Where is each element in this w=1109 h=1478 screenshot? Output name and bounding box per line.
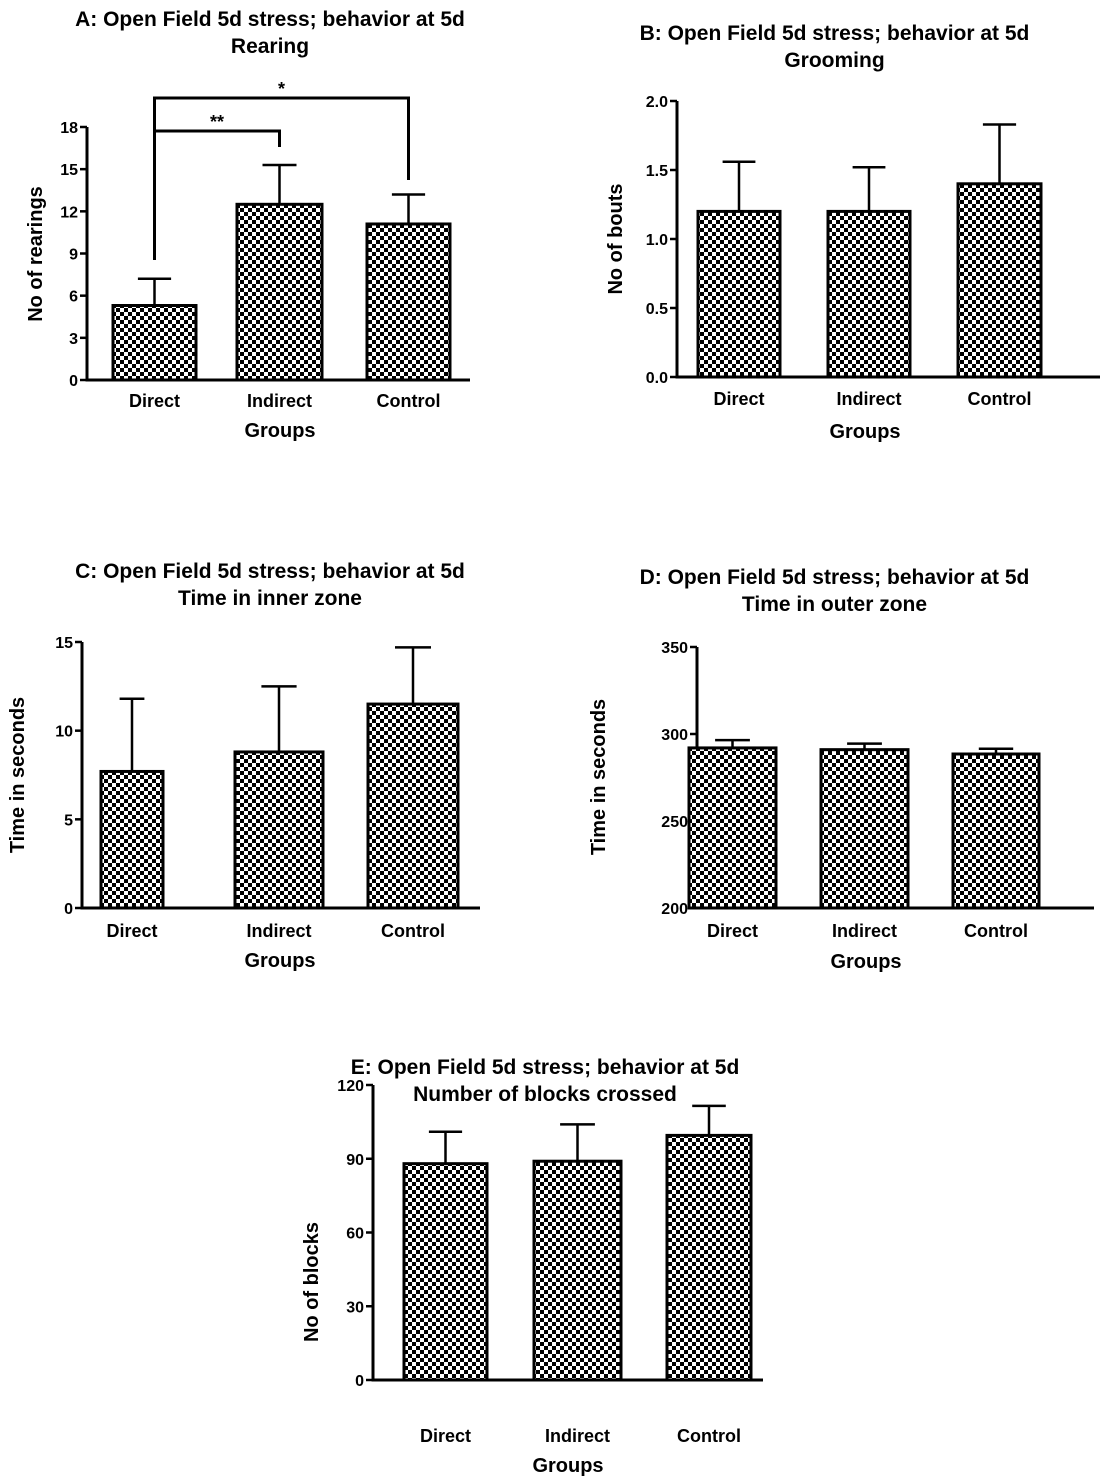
x-tick-label-d-1: Indirect — [832, 921, 897, 941]
bar-a-2 — [365, 222, 452, 382]
bar-b-2 — [956, 182, 1043, 379]
x-axis-label-d: Groups — [830, 951, 901, 973]
bar-d-1 — [819, 748, 910, 910]
x-tick-label-e-2: Control — [677, 1426, 741, 1446]
y-tick-label-b-1: 0.5 — [646, 301, 668, 318]
y-axis-label-a: No of rearings — [25, 186, 47, 322]
x-axis-label-e: Groups — [532, 1455, 603, 1477]
y-tick-label-a-2: 6 — [69, 289, 78, 306]
y-tick-label-e-1: 30 — [346, 1299, 364, 1316]
bar-b-1 — [826, 209, 912, 379]
y-tick-label-e-3: 90 — [346, 1152, 364, 1169]
chart-panel-e: E: Open Field 5d stress; behavior at 5d … — [280, 1050, 840, 1478]
chart-panel-d: D: Open Field 5d stress; behavior at 5d … — [560, 555, 1109, 985]
y-tick-label-a-3: 9 — [69, 247, 78, 264]
bar-c-1 — [233, 750, 325, 910]
bar-e-1 — [532, 1159, 623, 1382]
y-tick-label-a-4: 12 — [60, 204, 78, 221]
y-tick-label-b-4: 2.0 — [646, 94, 668, 111]
chart-plot-a: 0 3 6 9 12 15 18 Direct Indirect Control Groups No … — [25, 79, 470, 442]
y-tick-label-b-0: 0.0 — [646, 370, 668, 387]
y-tick-label-d-0: 200 — [661, 901, 688, 918]
chart-title-e: E: Open Field 5d stress; behavior at 5d — [350, 1056, 740, 1079]
bar-a-0 — [111, 304, 198, 382]
significance-bracket-1 — [153, 96, 410, 260]
bar-d-2 — [951, 752, 1041, 910]
y-tick-label-d-2: 300 — [661, 727, 688, 744]
chart-title-a: A: Open Field 5d stress; behavior at 5d — [75, 8, 465, 31]
chart-plot-d: 200 250 300 350 Direct Indirect Control Groups T… — [588, 640, 1094, 973]
y-tick-label-a-0: 0 — [69, 373, 78, 390]
chart-subtitle-e: Number of blocks crossed — [413, 1083, 677, 1106]
x-tick-label-e-1: Indirect — [545, 1426, 610, 1446]
y-tick-label-c-2: 10 — [55, 724, 73, 741]
chart-title-d: D: Open Field 5d stress; behavior at 5d — [639, 566, 1030, 589]
chart-subtitle-c: Time in inner zone — [178, 587, 362, 610]
chart-subtitle-b: Grooming — [784, 49, 885, 72]
x-tick-label-d-2: Control — [964, 921, 1028, 941]
chart-panel-b: B: Open Field 5d stress; behavior at 5d … — [560, 0, 1109, 460]
bar-c-0 — [99, 769, 165, 910]
x-tick-label-a-2: Control — [377, 391, 441, 411]
significance-label-1: * — [278, 79, 285, 99]
y-tick-label-c-1: 5 — [64, 812, 73, 829]
y-tick-label-b-2: 1.0 — [646, 232, 668, 249]
x-tick-label-a-1: Indirect — [247, 391, 312, 411]
bar-e-2 — [665, 1133, 753, 1382]
y-tick-label-b-3: 1.5 — [646, 163, 668, 180]
chart-title-c: C: Open Field 5d stress; behavior at 5d — [75, 560, 465, 583]
significance-label-0: ** — [210, 112, 224, 132]
x-tick-label-e-0: Direct — [420, 1426, 471, 1446]
y-tick-label-d-3: 350 — [661, 640, 688, 657]
x-tick-label-b-1: Indirect — [836, 389, 901, 409]
x-tick-label-c-1: Indirect — [246, 921, 311, 941]
chart-subtitle-d: Time in outer zone — [741, 593, 928, 616]
y-tick-label-a-6: 18 — [60, 120, 78, 137]
y-tick-label-e-4: 120 — [337, 1078, 364, 1095]
y-tick-label-d-1: 250 — [661, 814, 688, 831]
y-tick-label-a-5: 15 — [60, 162, 78, 179]
y-axis-label-e: No of blocks — [301, 1222, 323, 1342]
bar-a-1 — [235, 202, 324, 382]
chart-plot-c: 0 5 10 15 Direct Indirect Control Groups Time in… — [7, 635, 480, 972]
bar-b-0 — [696, 209, 782, 379]
x-axis-label-b: Groups — [829, 421, 900, 443]
chart-title-b: B: Open Field 5d stress; behavior at 5d — [639, 22, 1030, 45]
x-axis-label-c: Groups — [244, 950, 315, 972]
chart-subtitle-a: Rearing — [230, 35, 310, 58]
x-tick-label-b-2: Control — [968, 389, 1032, 409]
x-tick-label-b-0: Direct — [713, 389, 764, 409]
chart-plot-b: 0.0 0.5 1.0 1.5 2.0 Direct Indirect Control Grou… — [605, 94, 1100, 443]
x-tick-label-c-0: Direct — [106, 921, 157, 941]
bar-c-2 — [366, 702, 460, 910]
y-tick-label-c-0: 0 — [64, 901, 73, 918]
x-tick-label-d-0: Direct — [707, 921, 758, 941]
x-tick-label-a-0: Direct — [129, 391, 180, 411]
x-axis-label-a: Groups — [244, 420, 315, 442]
y-tick-label-a-1: 3 — [69, 331, 78, 348]
y-axis-label-b: No of bouts — [605, 183, 627, 294]
bar-e-0 — [402, 1162, 489, 1382]
y-tick-label-e-2: 60 — [346, 1226, 364, 1243]
chart-panel-c: C: Open Field 5d stress; behavior at 5d … — [0, 555, 560, 985]
x-tick-label-c-2: Control — [381, 921, 445, 941]
chart-panel-a: A: Open Field 5d stress; behavior at 5d … — [0, 0, 560, 460]
bar-d-0 — [687, 746, 778, 910]
y-axis-label-c: Time in seconds — [7, 697, 29, 853]
chart-plot-e: 0 30 60 90 120 Direct Indirect Control Groups No … — [301, 1078, 763, 1477]
y-tick-label-e-0: 0 — [355, 1373, 364, 1390]
y-tick-label-c-3: 15 — [55, 635, 73, 652]
y-axis-label-d: Time in seconds — [588, 699, 610, 855]
